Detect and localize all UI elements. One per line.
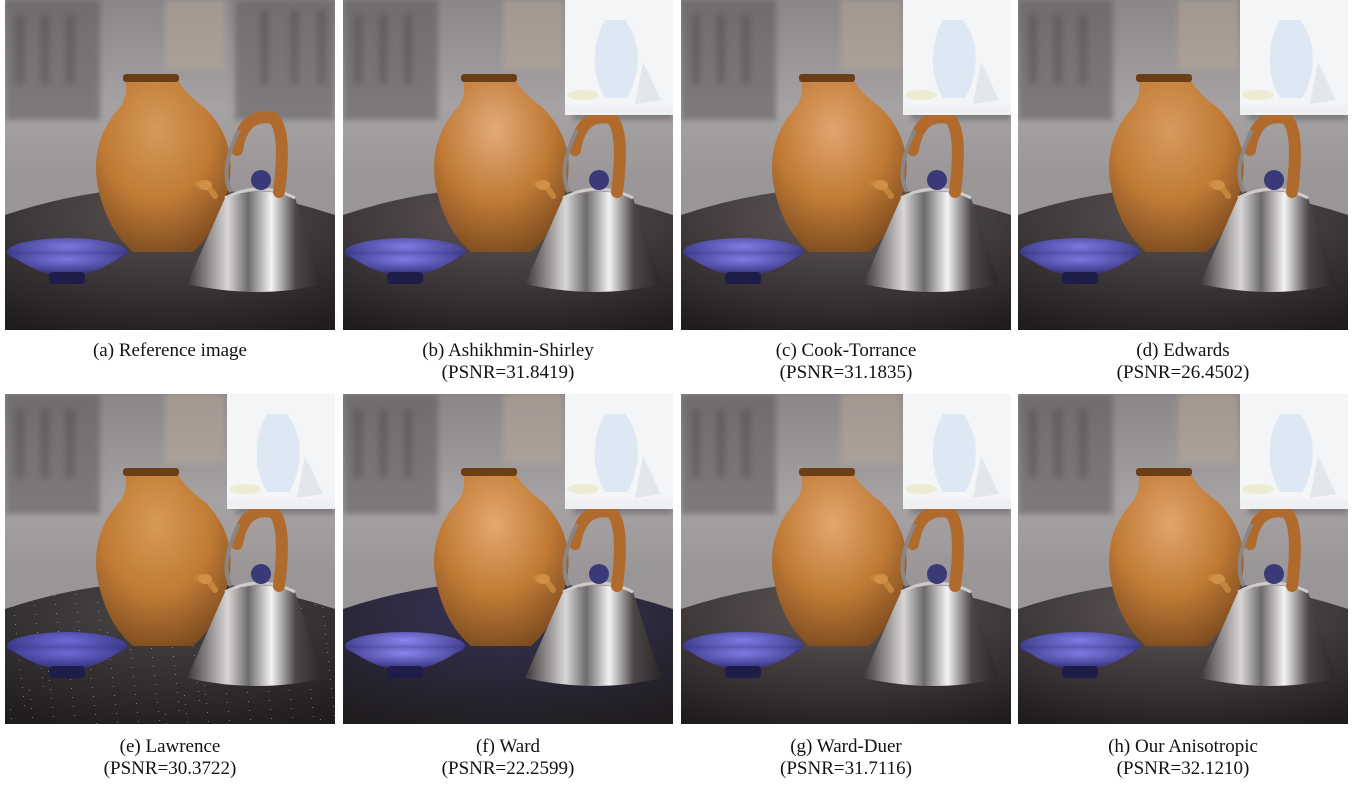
- caption-a: (a) Reference image: [5, 340, 335, 362]
- caption-c: (c) Cook-Torrance (PSNR=31.1835): [681, 340, 1011, 384]
- panel-h-image: [1018, 394, 1348, 724]
- caption-b-psnr: (PSNR=31.8419): [441, 362, 575, 383]
- caption-f-psnr: (PSNR=22.2599): [441, 758, 575, 779]
- caption-g-psnr: (PSNR=31.7116): [780, 758, 912, 779]
- kettle: [863, 505, 999, 686]
- bowl: [683, 632, 803, 678]
- bowl: [1020, 632, 1140, 678]
- panel-a-image: [5, 0, 335, 330]
- panel-c-image: [681, 0, 1011, 330]
- kettle: [1200, 111, 1336, 292]
- kettle: [863, 111, 999, 292]
- vase: [434, 74, 569, 252]
- panel-f-image: [343, 394, 673, 724]
- panel-b-image: [343, 0, 673, 330]
- vase: [1109, 468, 1244, 646]
- difference-inset: [227, 394, 335, 509]
- bowl: [345, 632, 465, 678]
- caption-d-psnr: (PSNR=26.4502): [1116, 362, 1250, 383]
- caption-f: (f) Ward (PSNR=22.2599): [343, 736, 673, 780]
- caption-g: (g) Ward-Duer (PSNR=31.7116): [681, 736, 1011, 780]
- kettle: [187, 111, 323, 292]
- caption-d: (d) Edwards (PSNR=26.4502): [1018, 340, 1348, 384]
- vase: [96, 468, 231, 646]
- bowl: [1020, 238, 1140, 284]
- bowl: [7, 632, 127, 678]
- caption-c-psnr: (PSNR=31.1835): [779, 362, 913, 383]
- vase: [96, 74, 231, 252]
- bowl: [345, 238, 465, 284]
- vase: [434, 468, 569, 646]
- bowl: [683, 238, 803, 284]
- kettle: [1200, 505, 1336, 686]
- caption-h-title: (h) Our Anisotropic: [1108, 736, 1258, 757]
- caption-d-title: (d) Edwards: [1136, 340, 1230, 361]
- vase: [772, 468, 907, 646]
- kettle: [525, 505, 661, 686]
- caption-b: (b) Ashikhmin-Shirley (PSNR=31.8419): [343, 340, 673, 384]
- vase: [772, 74, 907, 252]
- panel-g-image: [681, 394, 1011, 724]
- caption-h: (h) Our Anisotropic (PSNR=32.1210): [1018, 736, 1348, 780]
- kettle: [187, 505, 323, 686]
- kettle: [525, 111, 661, 292]
- caption-a-title: (a) Reference image: [92, 340, 247, 361]
- caption-h-psnr: (PSNR=32.1210): [1116, 758, 1250, 779]
- caption-g-title: (g) Ward-Duer: [790, 736, 902, 757]
- caption-b-title: (b) Ashikhmin-Shirley: [422, 340, 594, 361]
- caption-e-title: (e) Lawrence: [119, 736, 221, 757]
- difference-inset: [903, 394, 1011, 509]
- difference-inset: [903, 0, 1011, 115]
- panel-d-image: [1018, 0, 1348, 330]
- panel-e-image: [5, 394, 335, 724]
- difference-inset: [1240, 394, 1348, 509]
- caption-e: (e) Lawrence (PSNR=30.3722): [5, 736, 335, 780]
- bowl: [7, 238, 127, 284]
- caption-e-psnr: (PSNR=30.3722): [103, 758, 237, 779]
- difference-inset: [1240, 0, 1348, 115]
- caption-f-title: (f) Ward: [475, 736, 541, 757]
- vase: [1109, 74, 1244, 252]
- caption-c-title: (c) Cook-Torrance: [775, 340, 917, 361]
- difference-inset: [565, 394, 673, 509]
- difference-inset: [565, 0, 673, 115]
